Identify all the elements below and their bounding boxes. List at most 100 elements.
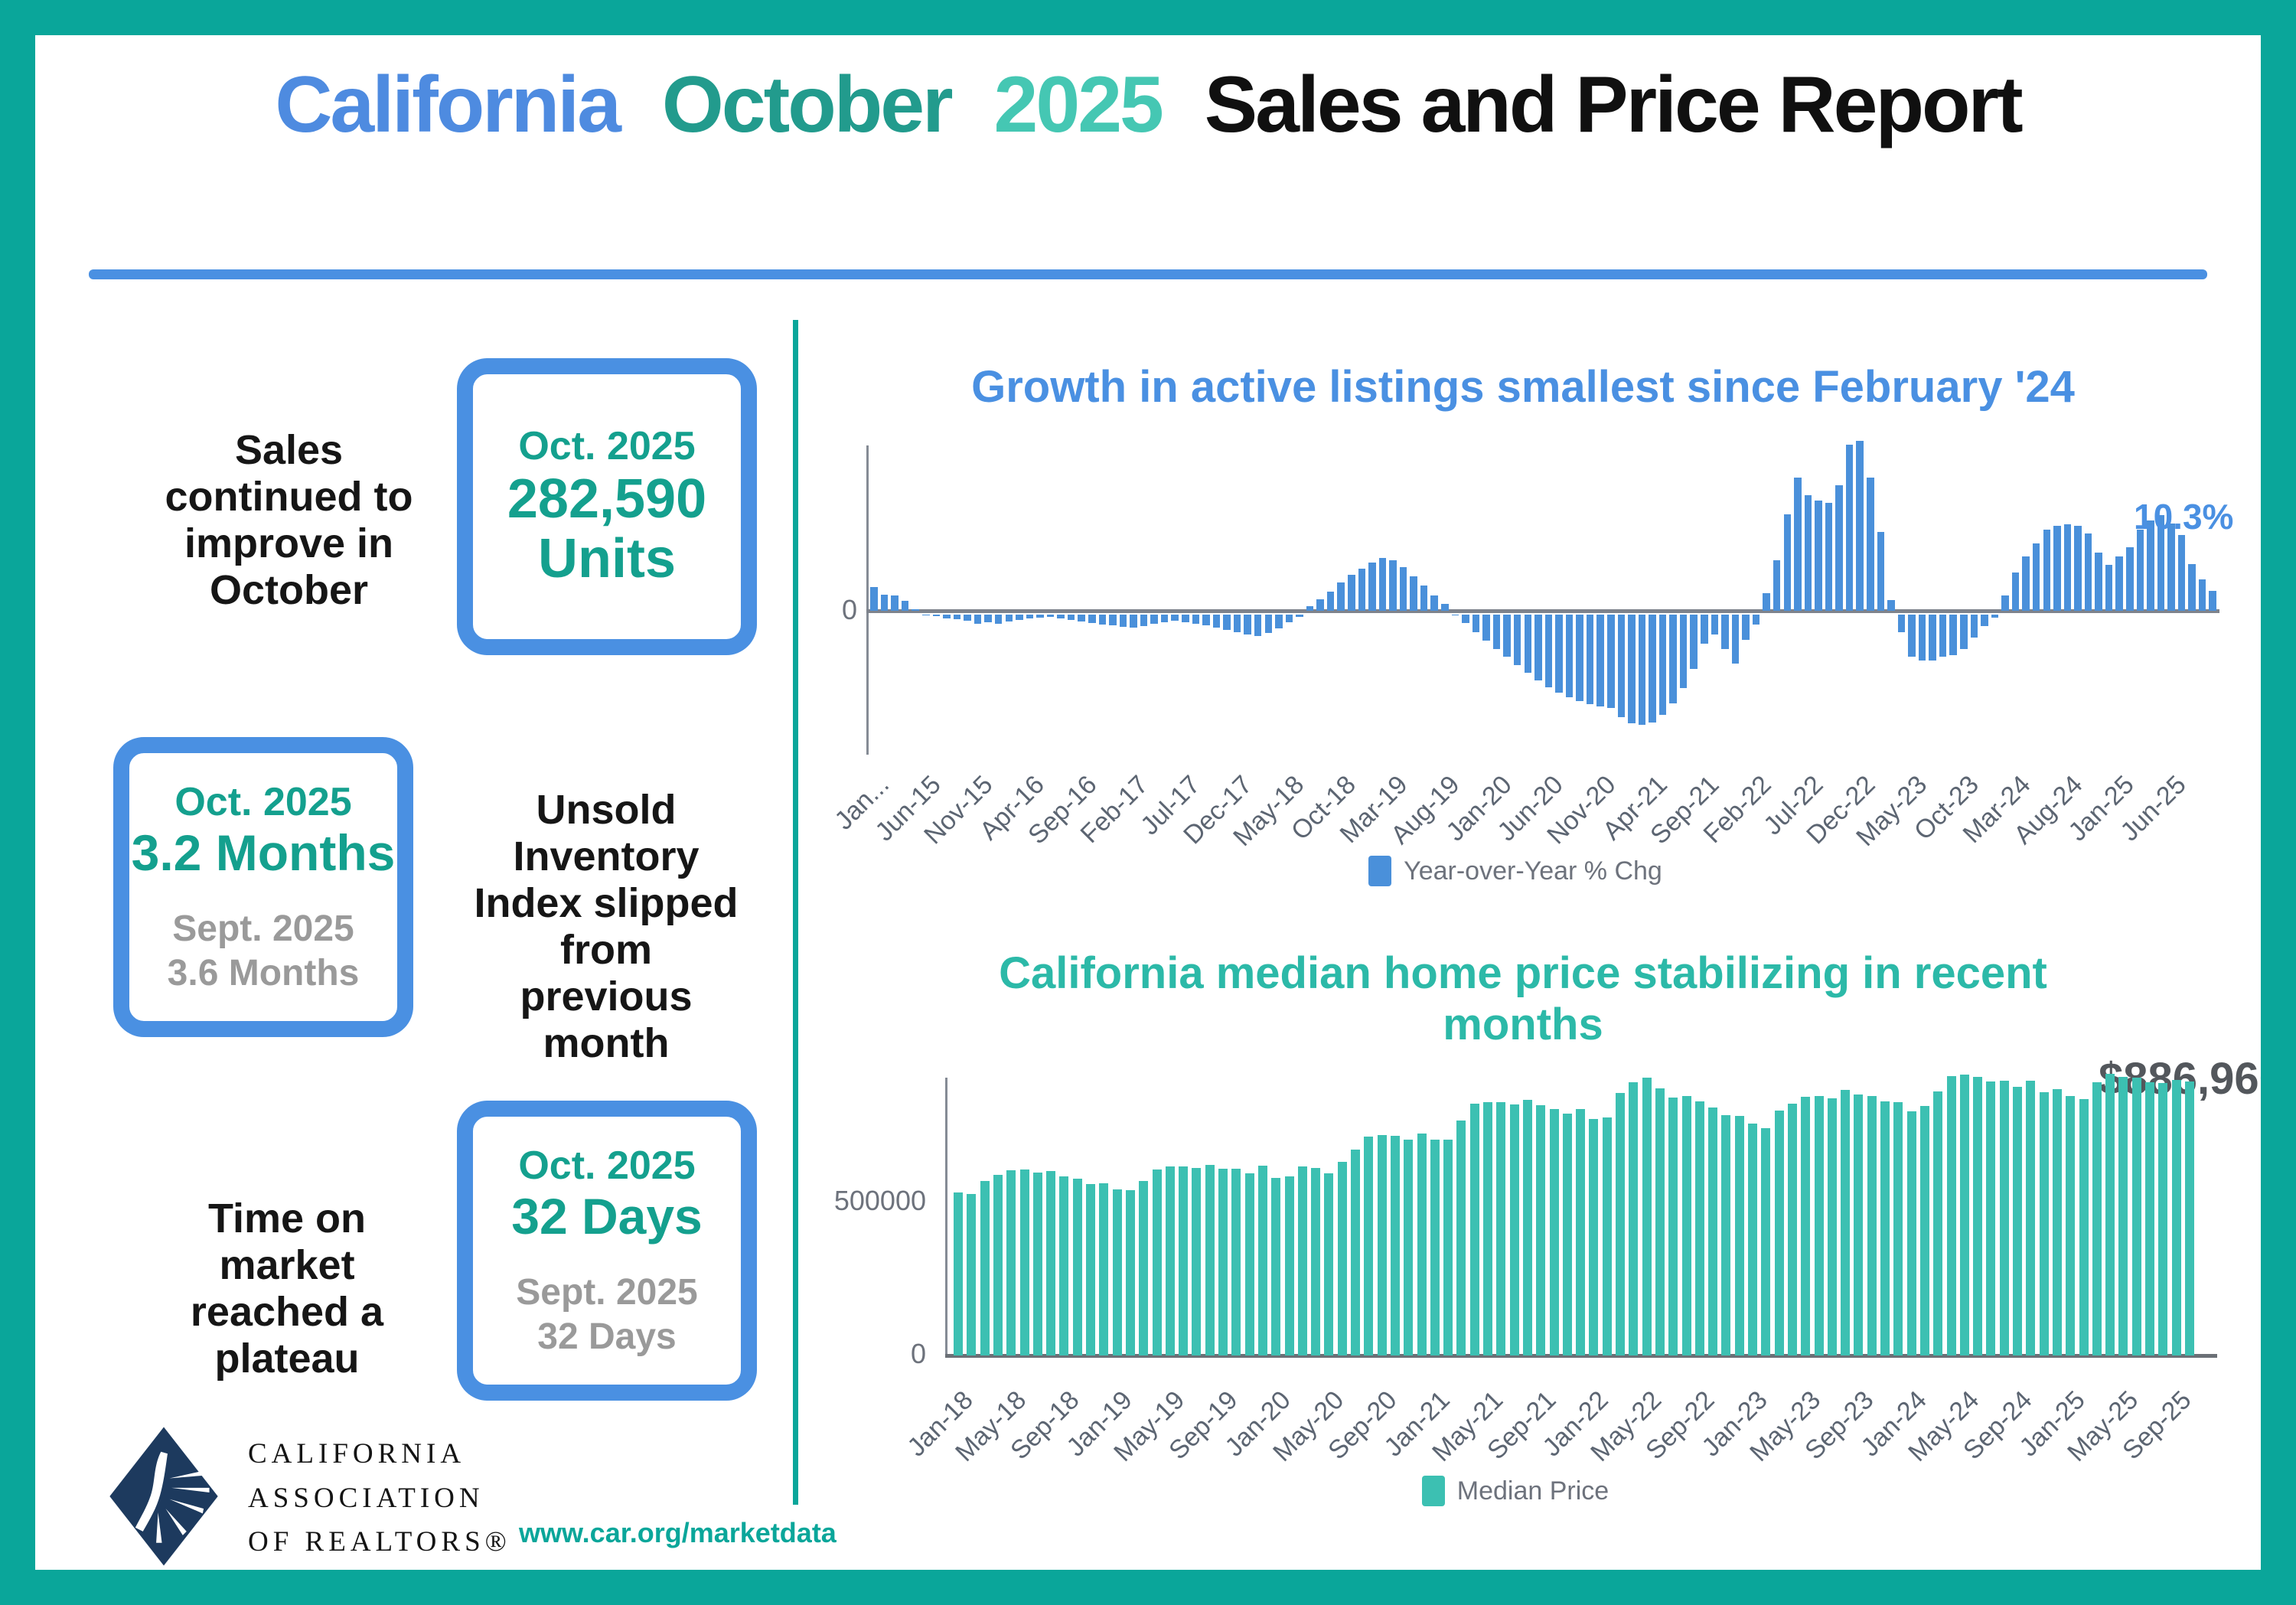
price-bar [1205, 1164, 1215, 1355]
yoy-bar [1856, 441, 1864, 611]
yoy-bar [1711, 615, 1719, 635]
yoy-bar [1835, 485, 1843, 611]
yoy-bar [1285, 615, 1293, 623]
yoy-bar [1742, 615, 1750, 640]
price-bar [2171, 1080, 2181, 1355]
price-bar [980, 1181, 990, 1355]
price-bar [2026, 1081, 2036, 1355]
yoy-bar [1296, 615, 1303, 617]
price-bar [1231, 1168, 1241, 1355]
yoy-bar [1970, 615, 1978, 638]
price-bar [1589, 1118, 1599, 1355]
price-bar [1019, 1169, 1029, 1355]
stat-inventory-value: 3.2 Months [131, 824, 396, 881]
yoy-bar [1130, 615, 1137, 628]
yoy-bar [1264, 615, 1273, 634]
price-bar [1218, 1168, 1228, 1355]
yoy-bar [1565, 615, 1574, 698]
yoy-bar [1182, 615, 1189, 622]
yoy-bar [953, 615, 961, 620]
chart2-last-value-annotation: $886,960 [2099, 1054, 2284, 1104]
marketdata-link[interactable]: www.car.org/marketdata [519, 1517, 837, 1548]
yoy-bar [1036, 615, 1044, 618]
chart1-zero-line [866, 609, 2219, 613]
yoy-bar [1067, 615, 1075, 620]
yoy-bar [1472, 615, 1480, 632]
price-bar [1814, 1096, 1824, 1355]
yoy-bar [2043, 530, 2051, 611]
yoy-bar [2011, 572, 2020, 611]
yoy-bar [1991, 615, 1999, 618]
price-bar [993, 1175, 1003, 1355]
stat-inventory-prev-value: 3.6 Months [167, 952, 360, 993]
price-bar [1469, 1104, 1479, 1355]
price-bar [2052, 1089, 2062, 1355]
yoy-bar [1337, 582, 1345, 611]
yoy-bar [1368, 563, 1376, 611]
yoy-bar [2022, 556, 2030, 611]
yoy-bar [2084, 533, 2092, 611]
price-bar [1536, 1105, 1546, 1355]
yoy-bar [1462, 615, 1469, 624]
chart2-legend: Median Price [811, 1476, 2219, 1506]
car-logo-text: CALIFORNIA ASSOCIATION OF REALTORS® [248, 1432, 511, 1564]
yoy-bar [1482, 615, 1490, 641]
chart2-y-tick-500000: 500000 [833, 1185, 926, 1216]
price-bar [2079, 1099, 2089, 1355]
yoy-bar [1016, 615, 1023, 621]
price-bar [1854, 1094, 1864, 1355]
yoy-bar [1098, 615, 1107, 625]
price-bar [1006, 1169, 1016, 1355]
page-title-california: California [275, 60, 621, 149]
price-bar [2131, 1077, 2141, 1355]
yoy-bar [1596, 615, 1604, 706]
yoy-bar [2177, 535, 2186, 611]
price-bar [1522, 1099, 1532, 1355]
yoy-bar [1192, 615, 1200, 624]
page-title: California October 2025 Sales and Price … [0, 60, 2296, 151]
chart1-legend: Year-over-Year % Chg [811, 856, 2219, 886]
chart2-legend-swatch-icon [1421, 1476, 1445, 1506]
stat-inventory-label: Unsold Inventory Index slipped from prev… [474, 787, 739, 1067]
yoy-bar [1150, 615, 1158, 624]
price-bar [1655, 1088, 1665, 1355]
yoy-bar [1721, 615, 1729, 650]
yoy-bar [1877, 531, 1885, 611]
chart1-legend-swatch-icon [1368, 856, 1392, 886]
price-bar [1324, 1173, 1334, 1355]
stat-sales-value: 282,590 [507, 468, 707, 530]
stat-inventory-box: Oct. 2025 3.2 Months Sept. 2025 3.6 Mont… [113, 737, 413, 1037]
yoy-bar [1378, 557, 1387, 611]
yoy-bar [1607, 615, 1615, 709]
yoy-bar [1524, 615, 1532, 673]
price-bar [1179, 1166, 1189, 1355]
stat-timeonmarket-label: Time on market reached a plateau [190, 1196, 384, 1382]
price-bar [1933, 1091, 1943, 1355]
price-bar [1999, 1081, 2009, 1355]
page-title-report: Sales and Price Report [1204, 60, 2024, 149]
yoy-bar [1140, 615, 1148, 626]
yoy-bar [2001, 595, 2009, 611]
price-bar [1443, 1139, 1453, 1355]
price-bar [1880, 1101, 1890, 1355]
price-bar [1257, 1165, 1267, 1355]
price-bar [967, 1194, 977, 1355]
yoy-bar [1503, 615, 1511, 657]
price-bar [1337, 1162, 1347, 1355]
price-bar [1139, 1180, 1149, 1355]
price-bar [1986, 1081, 1996, 1355]
price-bar [1562, 1114, 1572, 1355]
price-bar [1629, 1081, 1639, 1355]
car-logo-line1: CALIFORNIA [248, 1438, 466, 1470]
price-bar [1616, 1093, 1625, 1355]
price-bar [1973, 1077, 1983, 1355]
price-bar [1959, 1075, 1969, 1355]
price-bar [2066, 1096, 2076, 1355]
yoy-bar [1752, 615, 1760, 625]
price-bar [954, 1192, 963, 1355]
yoy-bar [1244, 615, 1251, 635]
yoy-bar [1430, 595, 1438, 611]
yoy-bar [1389, 560, 1397, 611]
price-bar [1668, 1098, 1678, 1355]
yoy-bar [1420, 586, 1428, 611]
